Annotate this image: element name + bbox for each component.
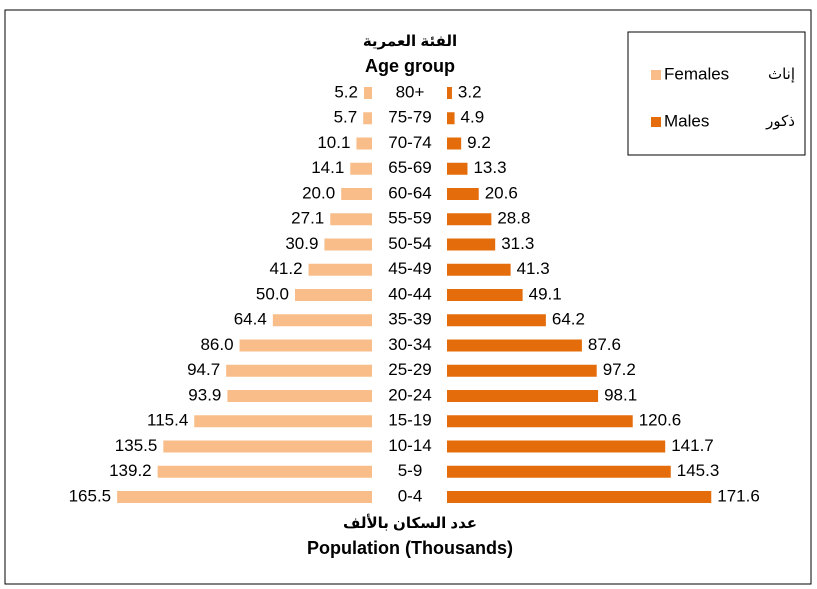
value-label: 94.7 bbox=[187, 360, 220, 379]
category-label: 40-44 bbox=[388, 284, 431, 303]
value-label: 4.9 bbox=[461, 108, 485, 127]
value-label: 145.3 bbox=[677, 461, 720, 480]
value-label: 49.1 bbox=[529, 284, 562, 303]
bar bbox=[447, 162, 468, 175]
legend-swatch bbox=[651, 117, 661, 127]
bar bbox=[117, 491, 372, 503]
value-label: 30.9 bbox=[285, 234, 318, 253]
value-label: 9.2 bbox=[467, 133, 491, 152]
bar bbox=[227, 390, 372, 402]
bar bbox=[163, 440, 372, 453]
value-label: 115.4 bbox=[147, 411, 188, 430]
value-label: 31.3 bbox=[501, 234, 534, 253]
value-label: 120.6 bbox=[639, 411, 682, 430]
category-label: 65-69 bbox=[388, 158, 431, 177]
y-title-ar: الفئة العمرية bbox=[363, 33, 457, 50]
value-label: 171.6 bbox=[717, 486, 760, 505]
value-label: 20.0 bbox=[302, 183, 335, 202]
category-label: 50-54 bbox=[388, 234, 431, 253]
bar bbox=[447, 137, 462, 150]
bar bbox=[447, 112, 455, 125]
bar bbox=[447, 87, 452, 99]
category-label: 55-59 bbox=[388, 209, 431, 228]
bar bbox=[363, 87, 372, 99]
bar bbox=[239, 339, 372, 352]
bar bbox=[447, 339, 582, 352]
value-label: 93.9 bbox=[188, 385, 221, 404]
legend-box bbox=[627, 31, 806, 156]
bar bbox=[447, 263, 511, 276]
bar bbox=[308, 263, 372, 276]
value-label: 139.2 bbox=[109, 461, 152, 480]
category-label: 60-64 bbox=[388, 183, 431, 202]
bar bbox=[447, 213, 492, 226]
category-label: 35-39 bbox=[388, 310, 431, 329]
bar bbox=[447, 188, 479, 200]
value-label: 97.2 bbox=[603, 360, 636, 379]
value-label: 3.2 bbox=[458, 82, 482, 101]
bar bbox=[226, 364, 372, 377]
value-label: 5.7 bbox=[334, 108, 358, 127]
bar bbox=[447, 440, 666, 453]
value-label: 50.0 bbox=[256, 284, 289, 303]
value-label: 64.2 bbox=[552, 310, 585, 329]
value-label: 135.5 bbox=[115, 436, 158, 455]
bar bbox=[447, 314, 546, 327]
legend-label: Males bbox=[664, 111, 709, 130]
value-label: 64.4 bbox=[234, 310, 267, 329]
category-label: 30-34 bbox=[388, 335, 431, 354]
category-label: 45-49 bbox=[388, 259, 431, 278]
value-label: 13.3 bbox=[473, 158, 506, 177]
category-label: 20-24 bbox=[388, 385, 431, 404]
bar bbox=[447, 238, 496, 251]
bar bbox=[330, 213, 372, 226]
value-label: 14.1 bbox=[311, 158, 344, 177]
bar bbox=[295, 289, 372, 301]
bar bbox=[356, 137, 372, 150]
value-label: 10.1 bbox=[317, 133, 350, 152]
bar bbox=[447, 390, 599, 402]
value-label: 141.7 bbox=[671, 436, 714, 455]
value-label: 41.3 bbox=[517, 259, 550, 278]
value-label: 165.5 bbox=[69, 486, 112, 505]
legend-label: Females bbox=[664, 64, 729, 83]
bar bbox=[341, 188, 372, 200]
value-label: 28.8 bbox=[497, 209, 530, 228]
legend-label-ar: ذكور bbox=[765, 113, 795, 130]
x-title: Population (Thousands) bbox=[307, 538, 513, 558]
bar bbox=[447, 364, 597, 377]
bar bbox=[350, 162, 372, 175]
legend-label-ar: إناث bbox=[768, 66, 795, 83]
value-label: 20.6 bbox=[485, 183, 518, 202]
value-label: 41.2 bbox=[269, 259, 302, 278]
value-label: 98.1 bbox=[604, 385, 637, 404]
category-label: 75-79 bbox=[388, 108, 431, 127]
value-label: 27.1 bbox=[291, 209, 324, 228]
y-title: Age group bbox=[365, 56, 455, 76]
category-label: 15-19 bbox=[388, 411, 431, 430]
bar bbox=[194, 415, 372, 428]
category-label: 5-9 bbox=[398, 461, 423, 480]
bar bbox=[447, 465, 671, 478]
value-label: 5.2 bbox=[334, 82, 358, 101]
bar bbox=[447, 491, 712, 503]
category-label: 70-74 bbox=[388, 133, 431, 152]
category-label: 25-29 bbox=[388, 360, 431, 379]
category-label: 80+ bbox=[396, 82, 425, 101]
category-label: 0-4 bbox=[398, 486, 423, 505]
x-title-ar: عدد السكان بالألف bbox=[343, 514, 477, 532]
bar bbox=[272, 314, 372, 327]
bar bbox=[157, 465, 372, 478]
bar bbox=[324, 238, 372, 251]
bar bbox=[447, 289, 523, 301]
bar bbox=[447, 415, 633, 428]
legend-swatch bbox=[651, 70, 661, 80]
value-label: 86.0 bbox=[200, 335, 233, 354]
bar bbox=[363, 112, 372, 125]
value-label: 87.6 bbox=[588, 335, 621, 354]
category-label: 10-14 bbox=[388, 436, 431, 455]
